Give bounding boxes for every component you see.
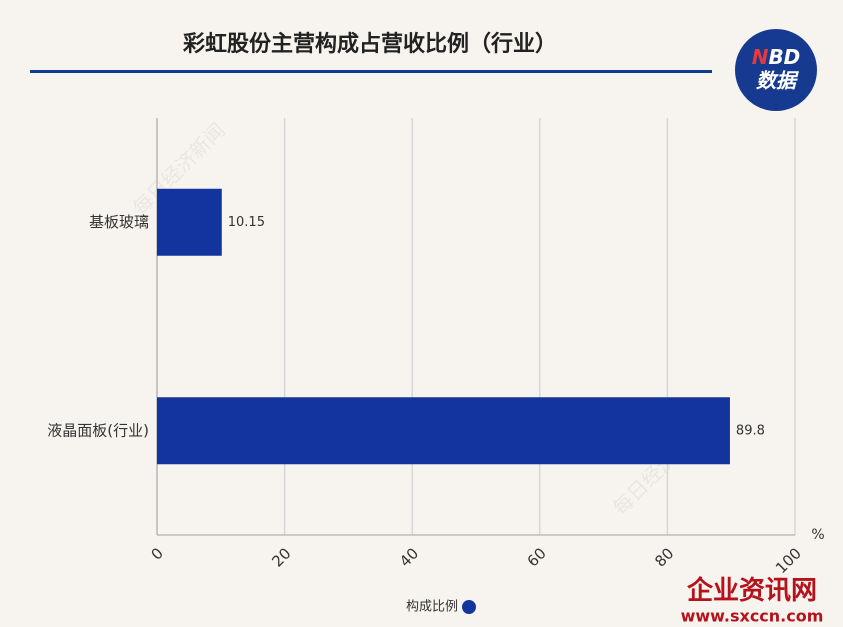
y-tick-label: 基板玻璃 — [89, 213, 149, 231]
site-watermark: 企业资讯网 — [687, 575, 817, 606]
data-label: 89.8 — [736, 423, 765, 438]
bar — [157, 188, 222, 256]
logo-n: N — [752, 45, 769, 69]
data-label: 10.15 — [228, 215, 265, 230]
url-watermark: www.sxccn.com — [681, 607, 824, 626]
logo-label: 数据 — [756, 69, 799, 93]
logo-bd: BD — [768, 45, 800, 69]
bar — [157, 397, 730, 465]
title-underline — [30, 70, 712, 73]
y-tick-label: 液晶面板(行业) — [47, 421, 149, 439]
logo — [735, 29, 817, 111]
chart-title: 彩虹股份主营构成占营收比例（行业） — [182, 31, 557, 57]
legend-label: 构成比例 — [406, 600, 458, 615]
axis-unit: % — [811, 527, 824, 543]
logo-text: NBD — [752, 45, 801, 69]
legend-marker — [462, 600, 476, 614]
